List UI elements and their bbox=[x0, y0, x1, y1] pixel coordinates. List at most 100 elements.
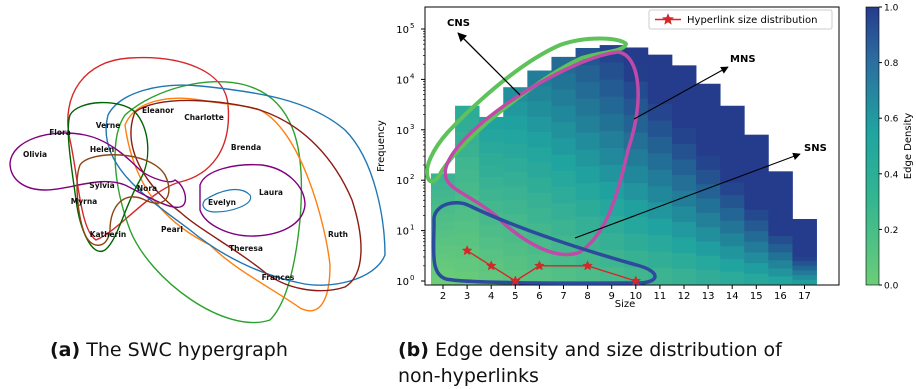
bar-segment bbox=[479, 152, 504, 166]
node-label: Verne bbox=[96, 121, 121, 130]
bar-segment bbox=[623, 81, 649, 99]
bar-segment bbox=[430, 268, 456, 277]
bar-6 bbox=[527, 70, 552, 285]
y-tick-exponent: 3 bbox=[410, 123, 414, 131]
bar-segment bbox=[623, 267, 649, 285]
node-label: Eleanor bbox=[142, 106, 174, 115]
bar-segment bbox=[744, 156, 769, 168]
series-point bbox=[461, 245, 473, 256]
bar-segment bbox=[768, 211, 793, 221]
x-tick-label: 10 bbox=[629, 291, 642, 302]
bar-segment bbox=[623, 148, 649, 167]
y-tick-label: 10 bbox=[396, 75, 409, 86]
bar-segment bbox=[696, 140, 721, 156]
bar-segment bbox=[647, 71, 673, 88]
hyperedge-purple-right bbox=[199, 163, 306, 237]
bar-16 bbox=[768, 171, 793, 285]
caption-b-tag: (b) bbox=[398, 339, 429, 361]
bar-segment bbox=[696, 198, 721, 213]
bar-segment bbox=[503, 143, 528, 158]
bar-segment bbox=[792, 256, 817, 262]
node-label: Theresa bbox=[229, 244, 263, 253]
bar-12 bbox=[671, 65, 697, 285]
series-point bbox=[485, 260, 497, 271]
bar-segment bbox=[503, 87, 528, 102]
bar-segment bbox=[744, 252, 769, 264]
bar-segment bbox=[430, 197, 456, 206]
bar-segment bbox=[696, 241, 721, 256]
bar-segment bbox=[671, 80, 697, 97]
bar-segment bbox=[792, 251, 817, 257]
y-tick-exponent: 2 bbox=[410, 173, 414, 181]
bar-segment bbox=[575, 81, 601, 99]
bar-segment bbox=[527, 207, 552, 224]
bar-segment bbox=[768, 187, 793, 196]
bar-segment bbox=[527, 223, 552, 239]
bar-segment bbox=[671, 237, 697, 254]
bar-segment bbox=[575, 199, 601, 217]
bar-segment bbox=[623, 199, 649, 217]
bar-segment bbox=[527, 85, 552, 102]
bar-segment bbox=[599, 147, 625, 165]
bar-segment bbox=[599, 232, 625, 251]
bar-17 bbox=[792, 218, 817, 285]
bar-segment bbox=[527, 268, 552, 285]
bar-9 bbox=[599, 45, 625, 285]
bar-segment bbox=[551, 121, 576, 139]
bar-segment bbox=[671, 143, 697, 160]
node-label: Charlotte bbox=[184, 113, 224, 122]
bar-segment bbox=[792, 274, 817, 280]
bar-segment bbox=[696, 212, 721, 228]
series-point bbox=[630, 275, 642, 286]
annotations: CNS MNS SNS bbox=[447, 18, 827, 239]
bar-segment bbox=[768, 203, 793, 212]
bar-segment bbox=[720, 271, 745, 285]
bar-segment bbox=[744, 209, 769, 221]
bar-segment bbox=[599, 79, 625, 97]
bar-segment bbox=[671, 190, 697, 207]
series-point bbox=[509, 275, 521, 286]
bar-segment bbox=[430, 276, 456, 285]
bar-segment bbox=[720, 207, 745, 221]
bar-segment bbox=[744, 177, 769, 189]
bar-segment bbox=[503, 241, 528, 257]
bar-segment bbox=[455, 258, 480, 272]
x-tick-label: 8 bbox=[584, 291, 590, 302]
hyperedge-grey-blue bbox=[202, 188, 252, 213]
bar-segment bbox=[623, 182, 649, 200]
bar-segment bbox=[768, 179, 793, 188]
bar-segment bbox=[551, 202, 576, 220]
y-tick-exponent: 1 bbox=[410, 224, 414, 232]
bar-segment bbox=[647, 202, 673, 219]
x-axis: 2 3 4 5 6 7 8 9 10 11 12 13 14 15 16 17 bbox=[440, 285, 811, 302]
bar-segment bbox=[768, 171, 793, 180]
bar-segment bbox=[479, 164, 504, 178]
colorbar-tick-label: 0.8 bbox=[884, 59, 899, 69]
bar-segment bbox=[479, 128, 504, 142]
hyperedge-darkgreen bbox=[67, 101, 149, 253]
annotation-cns: CNS bbox=[447, 18, 470, 29]
cns-arrow bbox=[457, 32, 521, 96]
bar-segment bbox=[696, 155, 721, 170]
bar-segment bbox=[768, 227, 793, 237]
bar-segment bbox=[527, 131, 552, 148]
bar-segment bbox=[430, 189, 456, 198]
bar-segment bbox=[503, 171, 528, 187]
bar-segment bbox=[623, 165, 649, 184]
bar-segment bbox=[527, 162, 552, 178]
bar-segment bbox=[551, 219, 576, 236]
bar-segment bbox=[720, 105, 745, 119]
hyperedge-green bbox=[114, 80, 303, 324]
bar-segment bbox=[744, 273, 769, 285]
bar-segment bbox=[575, 115, 601, 133]
bar-segment bbox=[792, 265, 817, 271]
bar-segment bbox=[551, 170, 576, 188]
hyperedge-darkred bbox=[130, 99, 362, 292]
bar-segment bbox=[647, 234, 673, 252]
bar-segment bbox=[744, 166, 769, 178]
node-labels: Olivia Flora Verne Eleanor Charlotte Hel… bbox=[23, 106, 348, 282]
bar-segment bbox=[647, 87, 673, 105]
bar-segment bbox=[647, 54, 673, 72]
node-label: Sylvia bbox=[89, 181, 114, 190]
